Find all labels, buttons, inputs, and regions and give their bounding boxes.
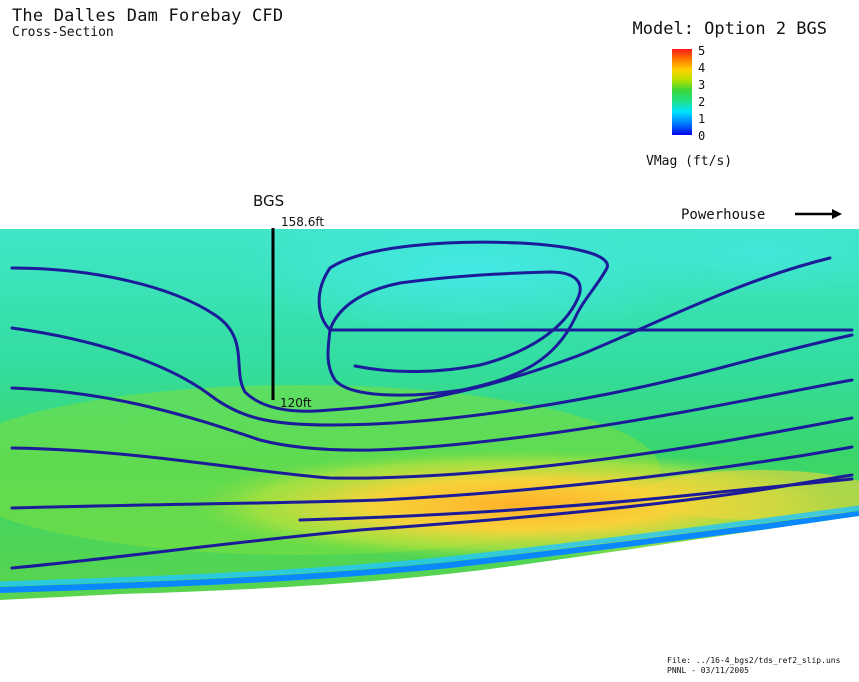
legend-tick-1: 1 xyxy=(698,112,706,126)
streamline-3 xyxy=(10,378,854,452)
streamline-7 xyxy=(298,477,854,522)
streamline-4 xyxy=(10,416,854,480)
streamline-2 xyxy=(10,326,854,427)
eddy-loop xyxy=(317,240,854,397)
bgs-bottom-elevation: 120ft xyxy=(280,396,312,410)
powerhouse-arrow-icon xyxy=(795,209,842,219)
chart-subtitle: Cross-Section xyxy=(12,25,114,40)
bgs-top-elevation: 158.6ft xyxy=(281,215,325,229)
chart-title: The Dalles Dam Forebay CFD xyxy=(12,6,284,26)
file-credit: PNNL - 03/11/2005 xyxy=(667,666,749,675)
legend-tick-2: 2 xyxy=(698,95,706,109)
file-info: File: ../16-4_bgs2/tds_ref2_slip.uns PNN… xyxy=(667,656,840,676)
legend-units: VMag (ft/s) xyxy=(646,154,733,169)
bgs-label: BGS xyxy=(253,192,285,210)
legend-tick-3: 3 xyxy=(698,78,706,92)
model-label: Model: Option 2 BGS xyxy=(632,19,827,39)
file-path: File: ../16-4_bgs2/tds_ref2_slip.uns xyxy=(667,656,841,665)
streamline-5 xyxy=(10,445,854,510)
streamline-1 xyxy=(10,256,832,413)
legend-tick-0: 0 xyxy=(698,129,706,143)
bed-boundary-layer xyxy=(0,511,859,593)
color-scale-bar xyxy=(672,49,692,135)
bed-boundary-inner xyxy=(0,505,859,587)
powerhouse-label: Powerhouse xyxy=(681,207,766,223)
upper-right-slow-zone xyxy=(610,229,859,295)
legend-tick-4: 4 xyxy=(698,61,706,75)
legend-tick-5: 5 xyxy=(698,44,706,58)
